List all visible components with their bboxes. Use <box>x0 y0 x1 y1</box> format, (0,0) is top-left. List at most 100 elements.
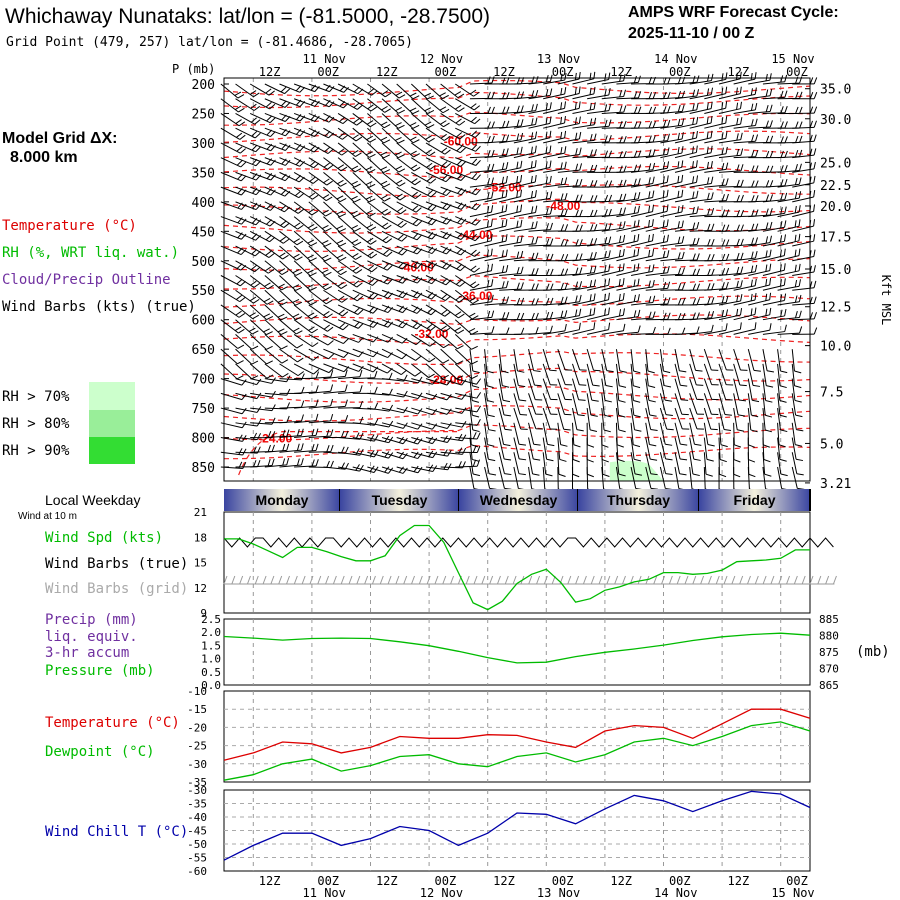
grid-wind-barb <box>426 575 431 585</box>
wind-barb <box>736 294 739 302</box>
wind-barb <box>677 221 680 229</box>
wind-barb <box>475 204 481 211</box>
wind-barb <box>534 160 537 168</box>
wind-barb <box>779 414 787 418</box>
weekday-label: Monday <box>256 492 309 508</box>
wind-barb <box>740 148 744 156</box>
pressure-tick: 600 <box>192 314 215 329</box>
wind-barb <box>440 133 447 139</box>
wind-barb <box>794 177 798 185</box>
wind-barb <box>736 266 740 274</box>
wind-barb <box>355 448 360 455</box>
wind-barb <box>367 363 388 374</box>
wind-barb <box>622 292 625 301</box>
wind-barb <box>689 452 694 475</box>
wind-barb <box>416 308 423 314</box>
grid-wind-barb <box>489 575 494 585</box>
wind-barb <box>469 332 492 335</box>
wind-barb <box>593 117 597 125</box>
wind-barb <box>237 360 244 365</box>
wind-barb <box>784 192 788 200</box>
wind-barb <box>322 297 330 302</box>
wind-barb <box>550 283 554 291</box>
wind-barb <box>777 378 781 401</box>
wind-barb <box>461 393 467 400</box>
wind-barb <box>674 422 681 445</box>
wind-barb <box>417 438 423 445</box>
wind-barb <box>442 94 449 100</box>
pressure-tick: 350 <box>192 166 215 181</box>
wind-barb <box>674 378 682 400</box>
wind-barb <box>236 279 243 285</box>
wind-barb <box>475 174 481 181</box>
wind-barb <box>269 117 276 124</box>
grid-wind-barb <box>598 575 603 585</box>
wind-barb <box>546 297 550 305</box>
wind-barb <box>637 263 640 271</box>
wind-barb <box>241 233 247 240</box>
wind-barb <box>546 311 550 319</box>
wind-barb <box>315 428 319 436</box>
wind-barb <box>343 86 349 93</box>
wind-barb <box>545 117 548 125</box>
wind-barb <box>351 210 358 215</box>
grid-wind-barb <box>442 575 447 585</box>
wind-barb <box>281 345 288 350</box>
height-tick: 30.0 <box>820 113 851 128</box>
wind-barb <box>513 407 522 430</box>
grid-wind-barb <box>637 575 642 585</box>
wind-barb <box>677 190 680 198</box>
isotherm-label: -40.00 <box>400 260 434 274</box>
wind-barb <box>754 292 757 301</box>
wind-barb <box>471 444 479 448</box>
wind-barb <box>430 178 437 184</box>
height-tick: 12.5 <box>820 301 851 316</box>
wind-barb <box>593 293 596 301</box>
wind-barb <box>619 370 627 373</box>
wind-barb <box>358 365 364 372</box>
wind-barb <box>784 165 788 172</box>
wind-barb <box>520 297 525 305</box>
wind-barb <box>798 279 802 287</box>
wind-barb <box>520 250 524 258</box>
wind-barb <box>409 107 417 112</box>
wind-barb <box>506 312 510 319</box>
wind-barb <box>534 131 538 139</box>
wind-barb <box>740 179 744 187</box>
wind-barb <box>780 165 784 173</box>
wind-barb <box>589 238 594 246</box>
weekday-label: Thursday <box>607 492 670 508</box>
grid-wind-barb <box>754 575 759 585</box>
wind-barb <box>604 293 607 301</box>
wind-barb <box>308 348 329 360</box>
wind-barb <box>593 133 597 141</box>
wind-barb <box>384 92 392 98</box>
wind-barb <box>502 385 510 388</box>
wind-barb <box>424 92 432 97</box>
wind-barb <box>633 385 641 389</box>
wind-barb <box>677 283 682 290</box>
wind-barb <box>401 236 408 242</box>
wind-barb <box>250 117 257 123</box>
wind-barb <box>295 286 303 291</box>
wind-barb <box>487 399 495 403</box>
wind-barb <box>383 124 391 129</box>
wind-barb <box>323 421 346 424</box>
wind-barb <box>241 218 247 225</box>
wind-barb <box>382 249 389 255</box>
wind-barb <box>520 312 525 320</box>
wind-barb <box>506 120 510 128</box>
wind-barb <box>779 264 782 272</box>
wind-barb <box>794 279 798 288</box>
wind-barb <box>645 407 652 430</box>
weekday-bar: Monday Tuesday Wednesday Thursday Friday <box>224 489 811 511</box>
wind-barb <box>353 102 360 108</box>
wind-barb <box>608 180 613 188</box>
wind-barb <box>752 384 761 387</box>
wind-barb <box>619 179 623 187</box>
wind-barb <box>677 252 681 260</box>
wind-barb <box>765 250 768 258</box>
wind-barb <box>314 115 320 122</box>
wind-barb <box>633 220 636 228</box>
wind-barb <box>739 322 742 330</box>
